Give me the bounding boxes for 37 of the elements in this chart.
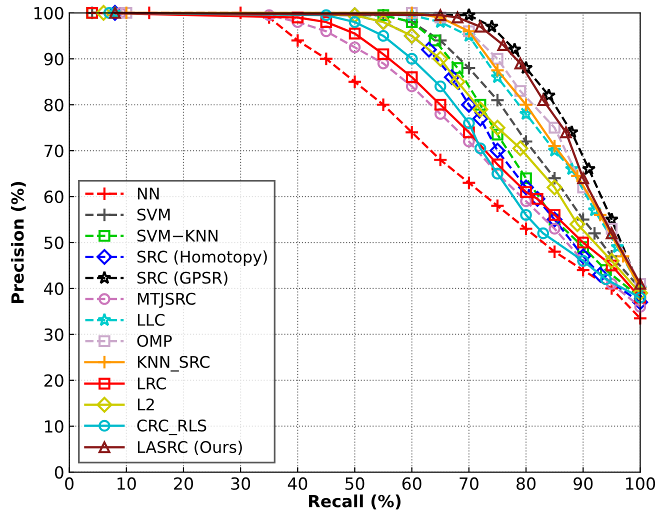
legend-label: KNN_SRC bbox=[138, 356, 210, 372]
x-tick-label: 20 bbox=[174, 477, 193, 490]
x-tick-label: 30 bbox=[231, 477, 250, 490]
legend-label: SRC (Homotopy) bbox=[137, 250, 267, 266]
y-tick-label: 50 bbox=[44, 236, 64, 250]
x-tick-label: 90 bbox=[574, 477, 593, 490]
y-tick-label: 20 bbox=[44, 374, 64, 387]
y-tick-label: 0 bbox=[54, 466, 64, 479]
y-tick-label: 30 bbox=[44, 328, 64, 341]
x-tick-label: 40 bbox=[288, 477, 308, 490]
legend-label: OMP bbox=[137, 334, 172, 347]
x-axis-title: Recall (%) bbox=[309, 494, 401, 510]
legend-label: LASRC (Ours) bbox=[138, 440, 242, 455]
x-tick-label: 50 bbox=[345, 477, 364, 490]
y-tick-label: 40 bbox=[44, 282, 64, 296]
legend-label: CRC_RLS bbox=[137, 420, 206, 436]
legend-label: MTJSRC bbox=[138, 292, 196, 308]
legend-label: LRC bbox=[138, 377, 166, 390]
y-tick-label: 70 bbox=[44, 144, 64, 158]
y-tick-label: 100 bbox=[34, 6, 64, 20]
legend-label: SVM bbox=[137, 208, 170, 221]
x-tick-label: 100 bbox=[626, 477, 655, 490]
x-tick-label: 60 bbox=[402, 477, 422, 490]
x-tick-label: 70 bbox=[460, 477, 478, 490]
legend-label: SVM−KNN bbox=[137, 230, 218, 242]
x-tick-label: 80 bbox=[516, 477, 536, 490]
legend-label: LLC bbox=[138, 314, 164, 326]
y-tick-label: 60 bbox=[44, 190, 64, 204]
x-tick-label: 10 bbox=[118, 477, 136, 490]
x-tick-label: 0 bbox=[65, 477, 74, 490]
legend-label: NN bbox=[138, 188, 159, 200]
legend-label: SRC (GPSR) bbox=[137, 271, 228, 286]
y-axis-title: Precision (%) bbox=[10, 182, 26, 303]
legend-label: L2 bbox=[138, 398, 154, 410]
y-tick-label: 10 bbox=[45, 420, 64, 433]
y-tick-label: 90 bbox=[44, 52, 64, 66]
y-tick-label: 80 bbox=[44, 98, 64, 112]
